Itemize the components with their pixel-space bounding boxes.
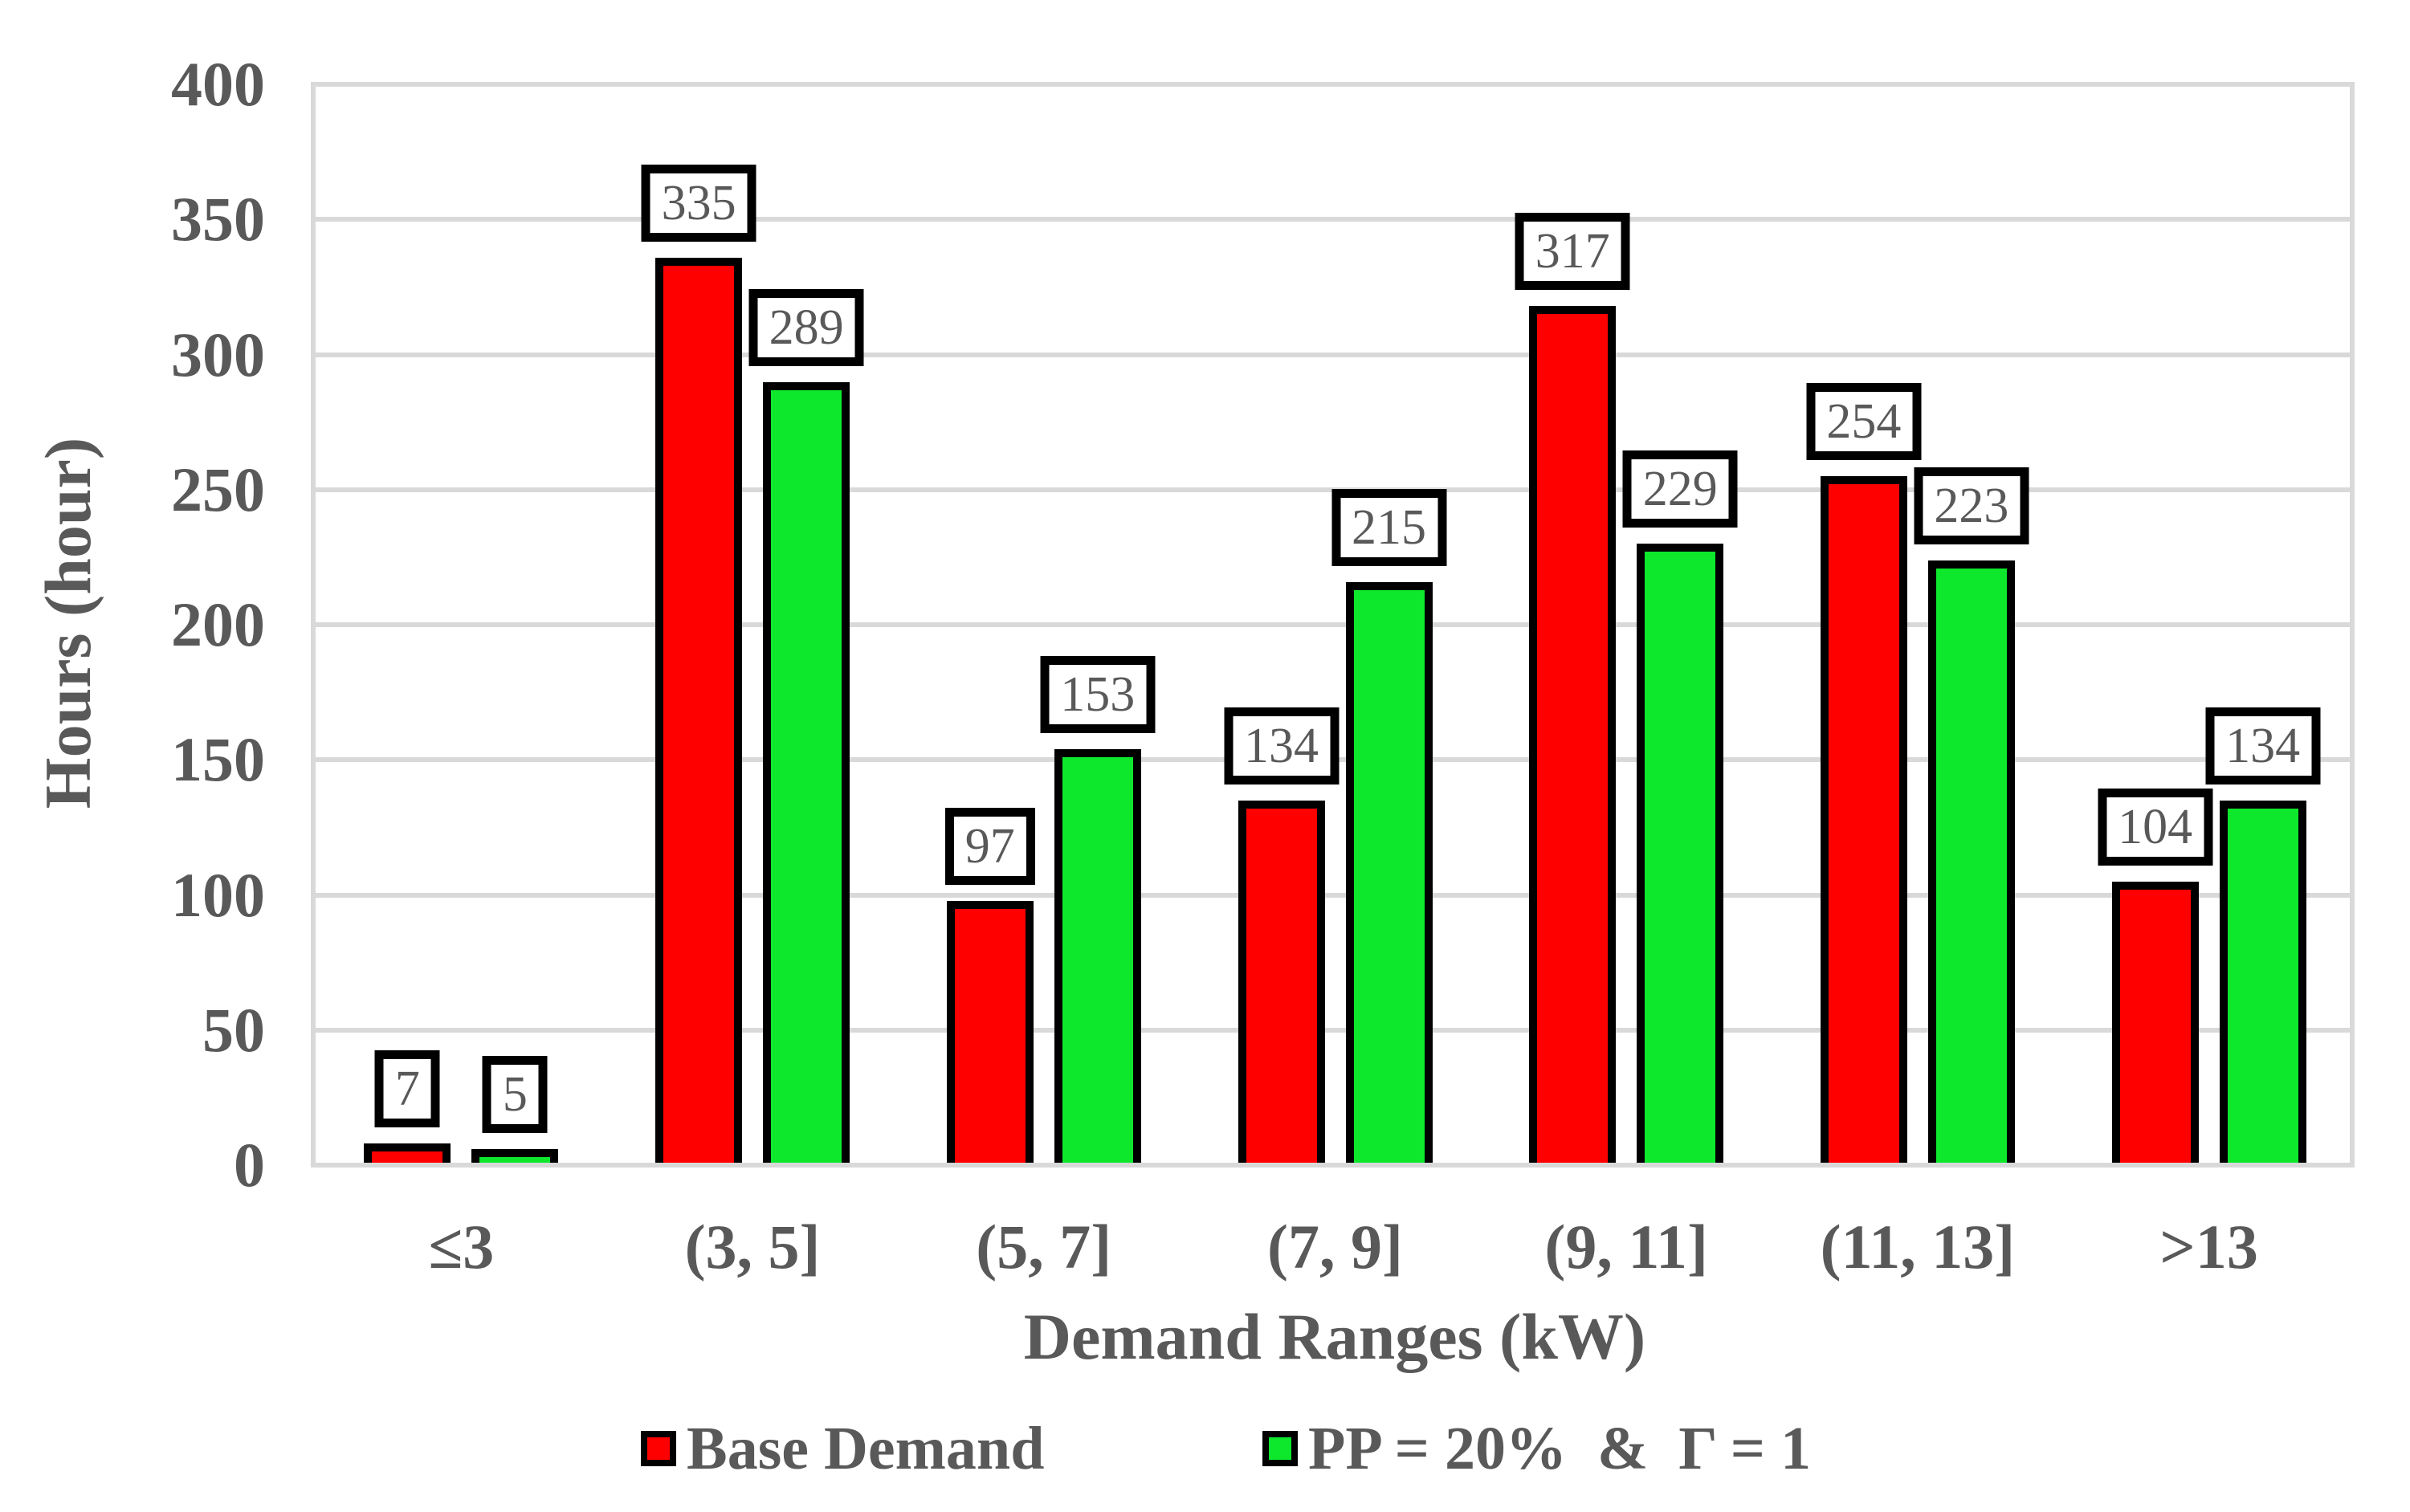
- gridline: [316, 622, 2355, 627]
- gridline: [316, 217, 2355, 222]
- data-label-base-demand-2: 97: [944, 807, 1035, 885]
- data-label-pp20-gamma1-0: 5: [482, 1056, 548, 1134]
- data-label-base-demand-4: 317: [1515, 213, 1630, 291]
- data-label-pp20-gamma1-6: 134: [2205, 707, 2321, 785]
- y-tick-label-50: 50: [202, 994, 265, 1065]
- category-label-2: (5, 7]: [976, 1212, 1112, 1282]
- data-label-pp20-gamma1-4: 229: [1622, 450, 1738, 528]
- y-tick-label-200: 200: [171, 589, 265, 659]
- y-tick-label-100: 100: [171, 859, 265, 930]
- legend-label: Base Demand: [687, 1415, 1045, 1482]
- data-label-pp20-gamma1-3: 215: [1331, 488, 1446, 566]
- y-tick-label-250: 250: [171, 454, 265, 524]
- legend-swatch-icon: [1262, 1431, 1298, 1466]
- bar-base-demand-2: [946, 900, 1034, 1163]
- bar-base-demand-4: [1529, 306, 1617, 1163]
- data-label-pp20-gamma1-5: 223: [1914, 467, 2029, 544]
- data-label-base-demand-6: 104: [2098, 789, 2213, 866]
- y-tick-label-150: 150: [171, 724, 265, 795]
- category-label-3: (7, 9]: [1267, 1212, 1403, 1282]
- category-label-6: >13: [2159, 1212, 2258, 1282]
- bar-pp20-gamma1-2: [1054, 749, 1141, 1163]
- category-label-5: (11, 13]: [1820, 1212, 2016, 1282]
- y-tick-label-400: 400: [171, 49, 265, 119]
- data-label-base-demand-5: 254: [1806, 383, 1922, 461]
- legend-item-base-demand: Base Demand: [641, 1415, 1045, 1482]
- bar-pp20-gamma1-3: [1345, 581, 1433, 1163]
- data-label-pp20-gamma1-2: 153: [1040, 656, 1156, 734]
- legend-label: PP = 20% & Γ = 1: [1308, 1415, 1812, 1482]
- x-axis-line: [316, 1163, 2355, 1168]
- bar-pp20-gamma1-1: [763, 381, 850, 1163]
- bar-base-demand-5: [1820, 476, 1907, 1163]
- y-tick-label-0: 0: [234, 1130, 265, 1200]
- gridline: [316, 1027, 2355, 1033]
- bar-pp20-gamma1-4: [1637, 544, 1724, 1163]
- data-label-base-demand-1: 335: [641, 164, 756, 242]
- category-label-0: ≤3: [428, 1212, 495, 1282]
- legend-swatch-icon: [641, 1431, 676, 1466]
- category-label-4: (9, 11]: [1544, 1212, 1709, 1282]
- x-axis-title: Demand Ranges (kW): [1023, 1300, 1646, 1373]
- gridline: [316, 82, 2355, 87]
- data-label-pp20-gamma1-1: 289: [748, 288, 864, 366]
- bar-pp20-gamma1-6: [2219, 801, 2306, 1163]
- data-label-base-demand-3: 134: [1224, 707, 1339, 785]
- category-label-1: (3, 5]: [684, 1212, 821, 1282]
- bar-base-demand-6: [2111, 882, 2199, 1163]
- bar-base-demand-1: [655, 257, 743, 1163]
- y-tick-label-350: 350: [171, 184, 265, 255]
- gridline: [316, 352, 2355, 357]
- bar-pp20-gamma1-5: [1927, 560, 2015, 1163]
- data-label-base-demand-0: 7: [374, 1050, 440, 1128]
- bar-base-demand-3: [1238, 801, 1325, 1163]
- bar-base-demand-0: [364, 1143, 451, 1163]
- bar-pp20-gamma1-0: [471, 1149, 559, 1163]
- legend-item-pp20-gamma1: PP = 20% & Γ = 1: [1262, 1415, 1812, 1482]
- plot-border-left: [311, 82, 316, 1168]
- plot-border-right: [2350, 82, 2355, 1168]
- gridline: [316, 892, 2355, 898]
- y-tick-label-300: 300: [171, 319, 265, 389]
